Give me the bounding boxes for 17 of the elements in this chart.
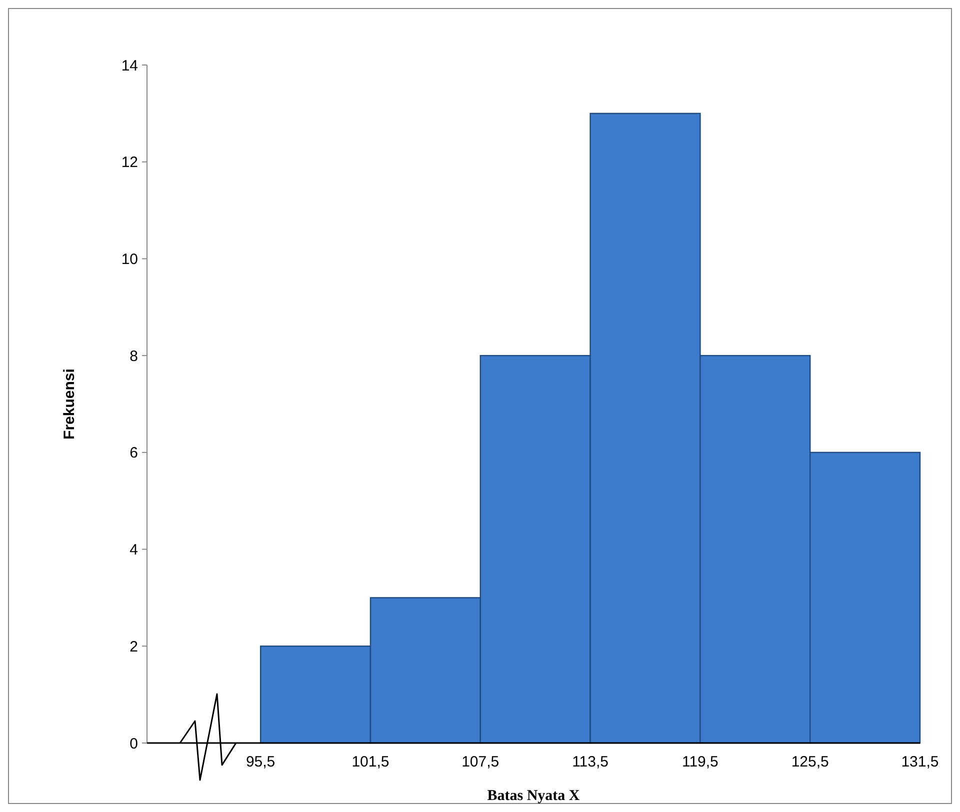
x-tick-label: 125,5	[791, 753, 829, 770]
y-tick-label: 8	[130, 348, 138, 365]
y-tick-label: 12	[121, 154, 138, 172]
x-tick-label: 131,5	[901, 753, 939, 770]
y-tick-label: 6	[130, 444, 138, 462]
x-tick-label: 119,5	[682, 753, 718, 770]
y-tick-label: 2	[130, 638, 138, 656]
y-tick-label: 4	[130, 542, 138, 559]
y-tick-label: 14	[121, 57, 138, 74]
x-tick-label: 113,5	[572, 753, 609, 770]
y-tick-label: 10	[121, 250, 138, 268]
x-tick-label: 107,5	[462, 753, 500, 770]
x-tick-label: 101,5	[352, 753, 390, 770]
x-tick-label: 95,5	[246, 753, 276, 770]
y-axis-title: Frekuensi	[61, 368, 78, 440]
x-axis-title: Batas Nyata X	[487, 788, 580, 804]
y-tick-label: 0	[130, 735, 138, 752]
